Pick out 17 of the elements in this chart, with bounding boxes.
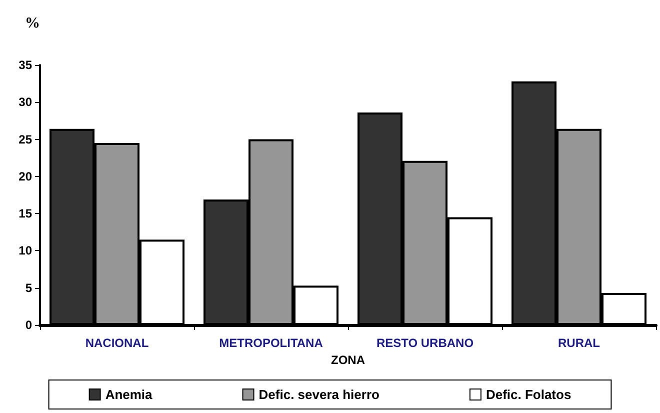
x-tick-label: RURAL — [558, 336, 600, 350]
legend-label: Defic. Folatos — [486, 387, 572, 402]
y-tick-label: 25 — [18, 132, 32, 146]
x-axis-title: ZONA — [331, 352, 366, 367]
x-tick-label: NACIONAL — [85, 336, 149, 350]
x-tick-label: METROPOLITANA — [219, 336, 324, 350]
y-tick-label: 10 — [18, 244, 32, 258]
y-tick-label: 15 — [18, 206, 32, 221]
y-tick-label: 0 — [25, 318, 32, 332]
y-axis-title: % — [25, 16, 40, 32]
y-tick-label: 20 — [18, 169, 32, 184]
y-tick-label: 35 — [18, 58, 32, 72]
legend-label: Defic. severa hierro — [258, 387, 380, 402]
legend-label: Anemia — [105, 387, 154, 402]
y-tick-label: 5 — [25, 280, 32, 295]
y-tick-label: 30 — [18, 95, 32, 110]
x-tick-label: RESTO URBANO — [376, 336, 474, 350]
